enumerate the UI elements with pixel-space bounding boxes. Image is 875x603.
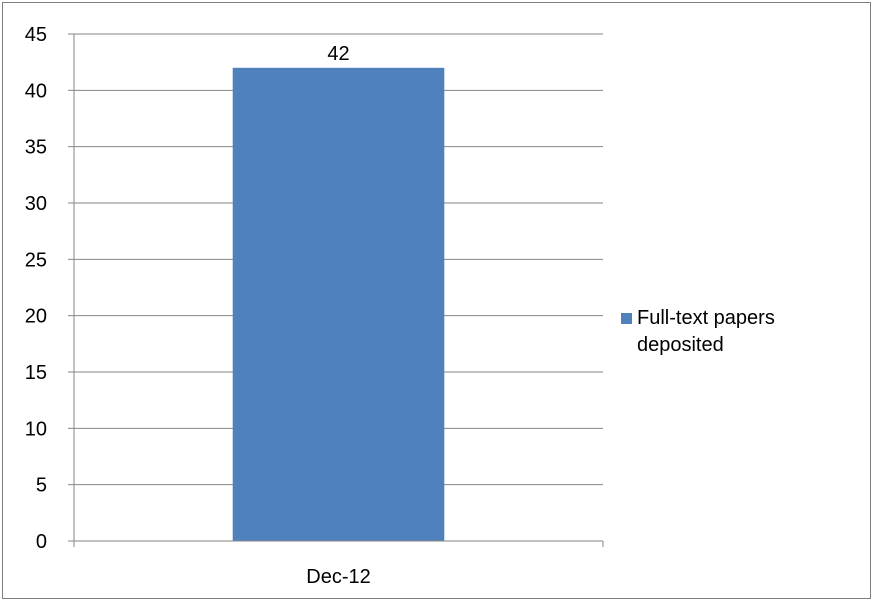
bar [232,67,445,542]
axes [73,34,603,542]
y-tick-label: 0 [36,531,47,553]
y-tick-label: 35 [25,137,47,159]
bar-data-label: 42 [327,43,349,65]
bars [232,67,445,542]
y-tick-label: 30 [25,193,47,215]
y-tick-label: 40 [25,80,47,102]
legend-label: Full-text papers [637,307,775,329]
y-tick-label: 10 [25,418,47,440]
y-tick-label: 15 [25,362,47,384]
legend: Full-text papers deposited [621,307,775,356]
x-axis-ticks: Dec-12 [73,541,604,588]
legend-label: deposited [637,334,724,356]
x-tick-label: Dec-12 [306,566,370,588]
y-tick-label: 45 [25,24,47,46]
y-axis-ticks: 0 5 10 15 20 25 30 35 40 45 [25,24,74,553]
legend-swatch [621,313,632,324]
y-tick-label: 20 [25,306,47,328]
y-tick-label: 5 [36,475,47,497]
data-labels: 42 [327,43,349,65]
y-tick-label: 25 [25,249,47,271]
